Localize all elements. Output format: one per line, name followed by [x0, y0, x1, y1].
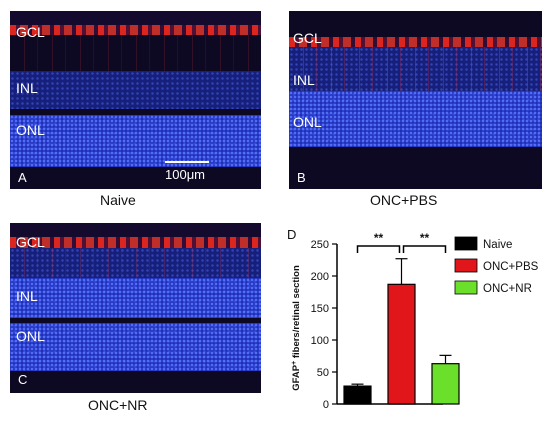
panel-letter-c: C — [18, 372, 28, 387]
legend-label: Naive — [483, 239, 512, 251]
legend-swatch — [454, 258, 478, 273]
caption-onc-pbs: ONC+PBS — [370, 192, 438, 208]
y-tick-label: 0 — [323, 399, 329, 411]
panel-letter-d: D — [287, 227, 296, 242]
y-tick-label: 200 — [311, 271, 329, 283]
panel-letter-b: B — [297, 170, 306, 185]
inl-label-a: INL — [16, 80, 38, 96]
caption-onc-nr: ONC+NR — [88, 397, 148, 413]
y-tick-label: 100 — [311, 335, 329, 347]
caption-naive: Naive — [100, 192, 136, 208]
gcl-label-a: GCL — [16, 24, 45, 40]
legend-swatch — [454, 280, 478, 295]
onl-label-a: ONL — [16, 122, 45, 138]
y-axis-label: GFAP+ fibers/retinal section — [291, 265, 303, 391]
micrograph-panel-b: GCL INL ONL B — [289, 11, 542, 189]
gcl-label-b: GCL — [293, 30, 322, 46]
bar-onc-pbs — [387, 283, 416, 405]
legend-label: ONC+PBS — [483, 261, 539, 273]
significance-bracket — [402, 245, 447, 253]
y-tick-label: 250 — [311, 239, 329, 251]
micrograph-b-image — [289, 11, 542, 189]
panel-letter-a: A — [18, 170, 27, 185]
bar-naive — [343, 385, 372, 405]
bar-onc-nr — [431, 363, 460, 405]
gcl-label-c: GCL — [16, 234, 45, 250]
significance-bracket — [356, 245, 401, 253]
y-tick-label: 50 — [317, 367, 329, 379]
scale-bar-label: 100μm — [165, 167, 206, 182]
legend-label: ONC+NR — [483, 283, 532, 295]
significance-label: ** — [420, 231, 430, 245]
micrograph-a-image — [10, 11, 261, 189]
legend-swatch — [454, 236, 478, 251]
micrograph-panel-c: GCL INL ONL C — [10, 223, 261, 393]
scale-bar — [165, 161, 209, 163]
y-tick-label: 150 — [311, 303, 329, 315]
inl-label-c: INL — [16, 288, 38, 304]
gfap-bar-chart: D 0 50 100 150 200 250 GFAP+ fibers/retinal sec… — [287, 227, 539, 411]
inl-label-b: INL — [293, 72, 315, 88]
onl-label-b: ONL — [293, 114, 322, 130]
micrograph-panel-a: GCL INL ONL A 100μm — [10, 11, 261, 189]
significance-label: ** — [374, 231, 384, 245]
micrograph-c-image — [10, 223, 261, 393]
onl-label-c: ONL — [16, 328, 45, 344]
